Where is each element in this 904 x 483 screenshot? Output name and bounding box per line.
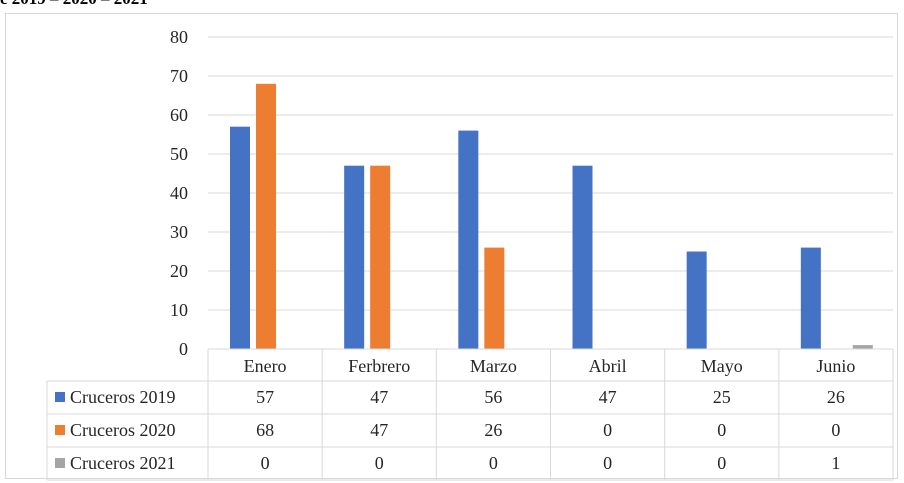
series-name: Cruceros 2020 bbox=[70, 420, 175, 440]
category-label: Enero bbox=[244, 356, 287, 376]
bar bbox=[852, 345, 873, 349]
y-tick-label: 10 bbox=[170, 300, 188, 320]
legend-key bbox=[55, 458, 65, 468]
data-value: 0 bbox=[603, 453, 612, 473]
category-label: Junio bbox=[816, 356, 855, 376]
data-value: 1 bbox=[831, 453, 840, 473]
bar bbox=[256, 83, 276, 350]
y-tick-label: 70 bbox=[170, 66, 188, 86]
y-tick-label: 60 bbox=[170, 105, 188, 125]
y-tick-label: 80 bbox=[170, 27, 188, 47]
data-value: 0 bbox=[831, 420, 840, 440]
bar bbox=[686, 251, 707, 349]
y-tick-label: 30 bbox=[170, 222, 188, 242]
data-value: 56 bbox=[484, 387, 502, 407]
data-value: 0 bbox=[717, 420, 726, 440]
data-value: 57 bbox=[256, 387, 274, 407]
series-name: Cruceros 2021 bbox=[70, 453, 175, 473]
data-value: 0 bbox=[261, 453, 270, 473]
data-value: 26 bbox=[827, 387, 845, 407]
category-label: Abril bbox=[589, 356, 627, 376]
category-label: Marzo bbox=[470, 356, 517, 376]
legend-key bbox=[55, 392, 65, 402]
data-value: 47 bbox=[370, 420, 388, 440]
chart-frame bbox=[5, 13, 898, 479]
data-value: 0 bbox=[717, 453, 726, 473]
bar bbox=[800, 247, 821, 349]
bar bbox=[230, 126, 250, 349]
y-tick-label: 0 bbox=[179, 339, 188, 359]
data-value: 25 bbox=[713, 387, 731, 407]
data-value: 26 bbox=[484, 420, 502, 440]
category-label: Ferbrero bbox=[348, 356, 410, 376]
y-tick-label: 50 bbox=[170, 144, 188, 164]
bar bbox=[484, 247, 505, 349]
series-name: Cruceros 2019 bbox=[70, 387, 175, 407]
data-value: 47 bbox=[599, 387, 617, 407]
bar bbox=[344, 165, 365, 349]
category-label: Mayo bbox=[701, 356, 743, 376]
data-value: 0 bbox=[489, 453, 498, 473]
y-tick-label: 20 bbox=[170, 261, 188, 281]
bar bbox=[458, 130, 479, 349]
data-value: 0 bbox=[603, 420, 612, 440]
data-value: 47 bbox=[370, 387, 388, 407]
y-tick-label: 40 bbox=[170, 183, 188, 203]
bar bbox=[370, 165, 391, 349]
legend-key bbox=[55, 425, 65, 435]
chart-title-fragment: e 2019 – 2020 – 2021 bbox=[0, 0, 148, 9]
data-value: 0 bbox=[375, 453, 384, 473]
data-value: 68 bbox=[256, 420, 274, 440]
bar bbox=[572, 165, 593, 349]
